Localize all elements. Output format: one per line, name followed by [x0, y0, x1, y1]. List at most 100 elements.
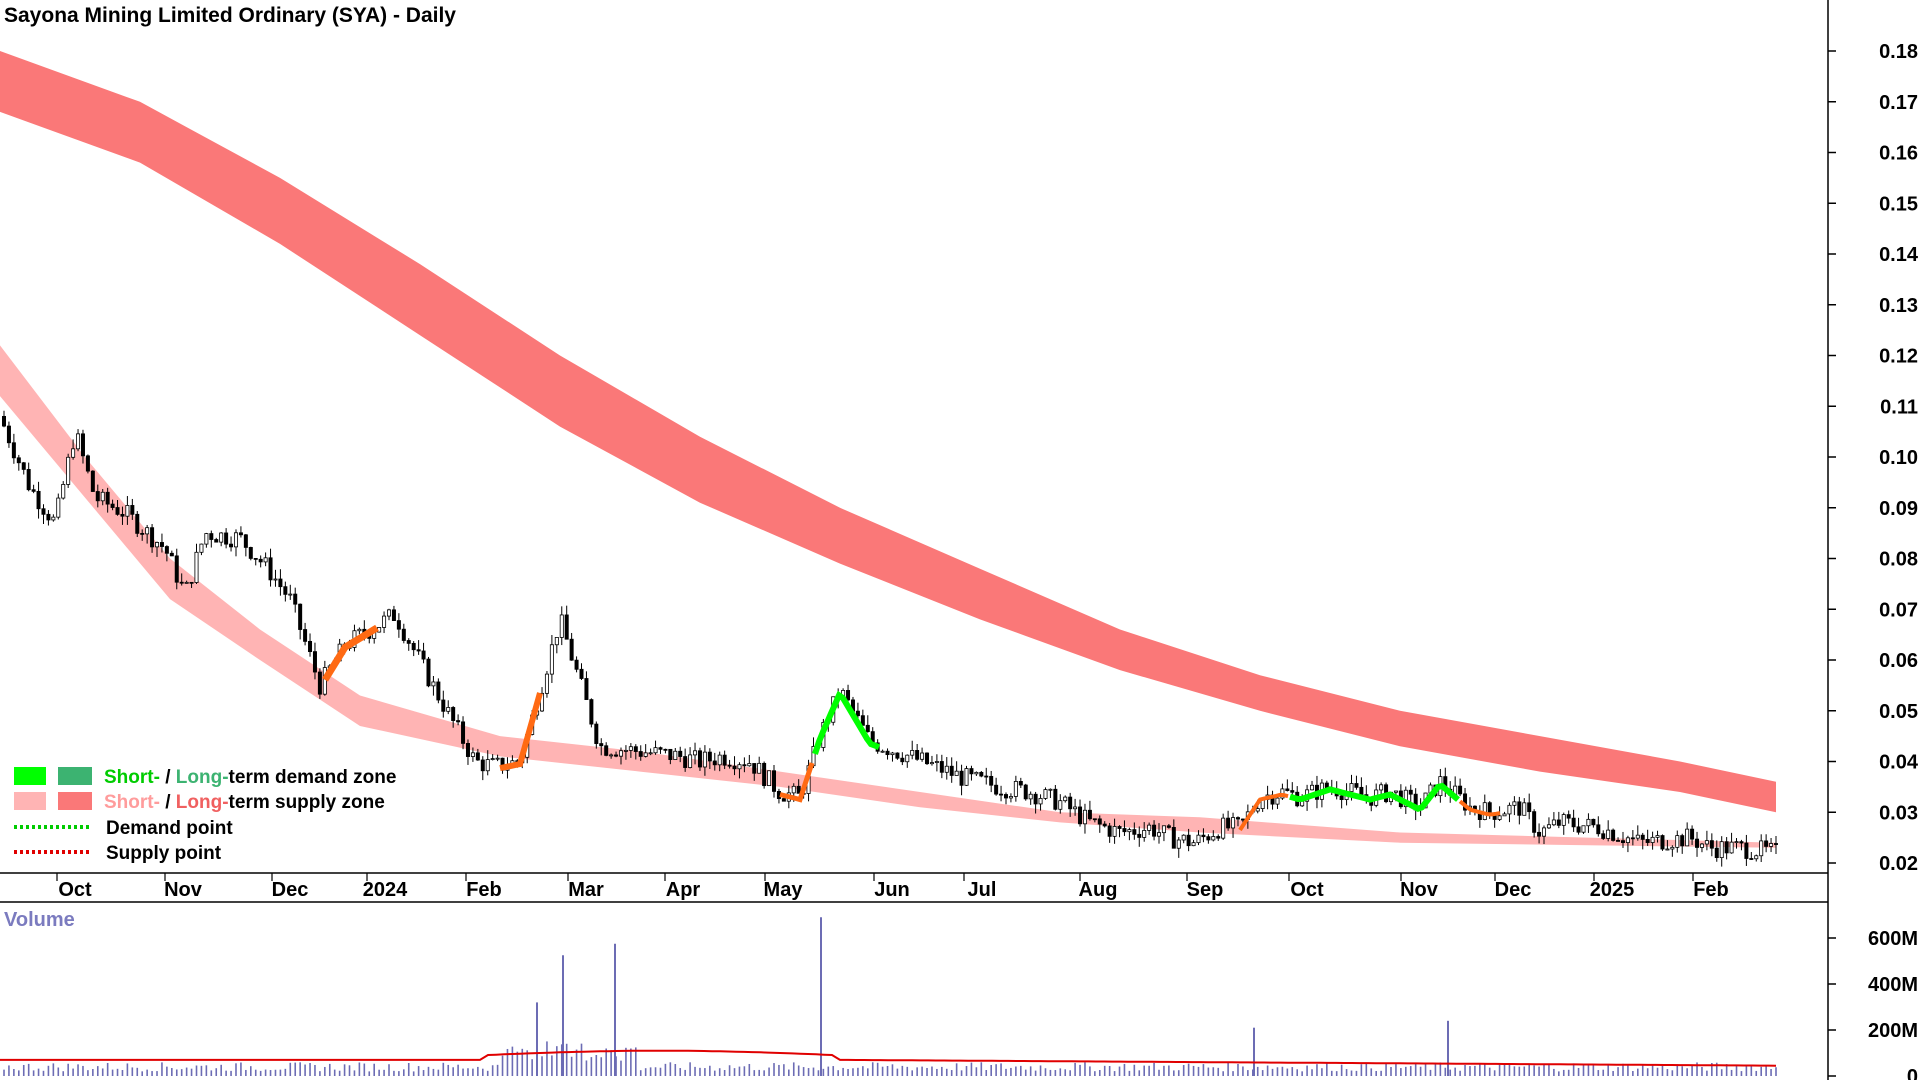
candle-body: [885, 750, 890, 756]
candle-body: [263, 557, 268, 563]
candle-body: [46, 513, 51, 521]
price-tick-label: 0.14: [1879, 244, 1919, 266]
short-term-demand-segment: [812, 690, 881, 755]
candle-body: [1310, 784, 1315, 791]
time-axis-ticks: Oct Nov Dec 2024 Feb Mar Apr May Jun Jul Aug Sep Oct…: [56, 873, 1729, 901]
legend-label: Short- / Long-term supply zone: [104, 792, 385, 813]
candle-body: [900, 757, 905, 763]
candle-body: [934, 761, 939, 763]
candle-body: [1591, 818, 1596, 826]
candle-body: [1714, 847, 1719, 859]
candle-body: [1379, 784, 1384, 791]
candle-body: [1023, 784, 1028, 800]
candle-body: [1201, 834, 1206, 838]
candle-body: [752, 763, 757, 774]
candle-body: [85, 455, 90, 472]
candle-body: [140, 532, 145, 535]
candle-body: [1068, 796, 1073, 810]
candle-body: [411, 642, 416, 651]
candle-body: [964, 768, 969, 786]
candle-body: [1561, 814, 1566, 826]
candle-body: [910, 750, 915, 756]
candle-body: [1675, 835, 1680, 848]
legend-swatch-long: [58, 792, 92, 810]
candle-body: [298, 603, 303, 630]
candle-body: [1186, 834, 1191, 847]
candle-body: [105, 491, 110, 505]
candle-body: [1704, 840, 1709, 845]
candle-body: [100, 491, 105, 502]
candle-body: [623, 749, 628, 752]
price-tick-label: 0.04: [1879, 752, 1919, 774]
legend-short: Short-: [104, 792, 160, 813]
candle-body: [169, 552, 174, 557]
candle-body: [1596, 824, 1601, 835]
candle-body: [1497, 815, 1502, 820]
time-tick-label: Dec: [272, 879, 309, 901]
candle-body: [56, 497, 61, 518]
candle-body: [1058, 800, 1063, 810]
candle-body: [693, 750, 698, 756]
candle-body: [312, 651, 317, 673]
candle-body: [80, 433, 85, 457]
price-tick-label: 0.17: [1879, 92, 1918, 114]
candle-body: [1087, 809, 1092, 820]
candle-body: [1078, 806, 1083, 825]
candle-body: [599, 743, 604, 747]
volume-tick-label: 400M: [1868, 974, 1918, 996]
candle-body: [648, 752, 653, 755]
volume-tick-label: 0: [1907, 1066, 1918, 1080]
time-tick-label: Apr: [666, 879, 701, 901]
candle-body: [36, 490, 41, 510]
candle-body: [303, 629, 308, 642]
time-tick-label: Jun: [874, 879, 910, 901]
candle-body: [939, 761, 944, 773]
candle-body: [1566, 814, 1571, 819]
candle-body: [1132, 829, 1137, 835]
candle-body: [461, 721, 466, 744]
candle-body: [954, 770, 959, 776]
candle-body: [21, 462, 26, 470]
candle-body: [238, 532, 243, 536]
candle-body: [618, 750, 623, 757]
candle-body: [1695, 838, 1700, 848]
candle-body: [1161, 825, 1166, 834]
candle-body: [915, 750, 920, 760]
candle-body: [1181, 834, 1186, 841]
candle-body: [1729, 841, 1734, 854]
candle-body: [76, 433, 81, 450]
time-tick-label: Dec: [1495, 879, 1532, 901]
candle-body: [436, 681, 441, 701]
candle-body: [1754, 855, 1759, 860]
candle-body: [1028, 793, 1033, 800]
time-tick-label: Mar: [568, 879, 604, 901]
candle-body: [855, 710, 860, 717]
candle-body: [224, 532, 229, 545]
legend-rest: term demand zone: [229, 767, 397, 788]
candle-body: [614, 754, 619, 757]
candle-body: [125, 505, 130, 517]
legend-long: Long-: [176, 767, 229, 788]
candle-body: [1073, 806, 1078, 810]
candle-body: [697, 750, 702, 768]
candle-body: [757, 762, 762, 774]
candle-body: [1581, 825, 1586, 833]
candle-body: [26, 469, 31, 491]
candle-body: [164, 546, 169, 554]
candle-body: [1739, 841, 1744, 844]
candle-body: [865, 724, 870, 733]
candle-body: [974, 771, 979, 775]
price-tick-label: 0.18: [1879, 41, 1918, 63]
candle-body: [1082, 809, 1087, 825]
candle-body: [391, 609, 396, 621]
candle-body: [1191, 842, 1196, 847]
candle-body: [159, 542, 164, 547]
candle-body: [1551, 819, 1556, 826]
candle-body: [584, 678, 589, 700]
time-tick-label: May: [764, 879, 804, 901]
candle-body: [569, 638, 574, 661]
candle-body: [426, 658, 431, 687]
price-axis-ticks: 0.02 0.03 0.04 0.05 0.06 0.07 0.08 0.09 0.10 0.11…: [1828, 41, 1919, 875]
candle-body: [1063, 796, 1068, 802]
candle-body: [1774, 843, 1779, 845]
